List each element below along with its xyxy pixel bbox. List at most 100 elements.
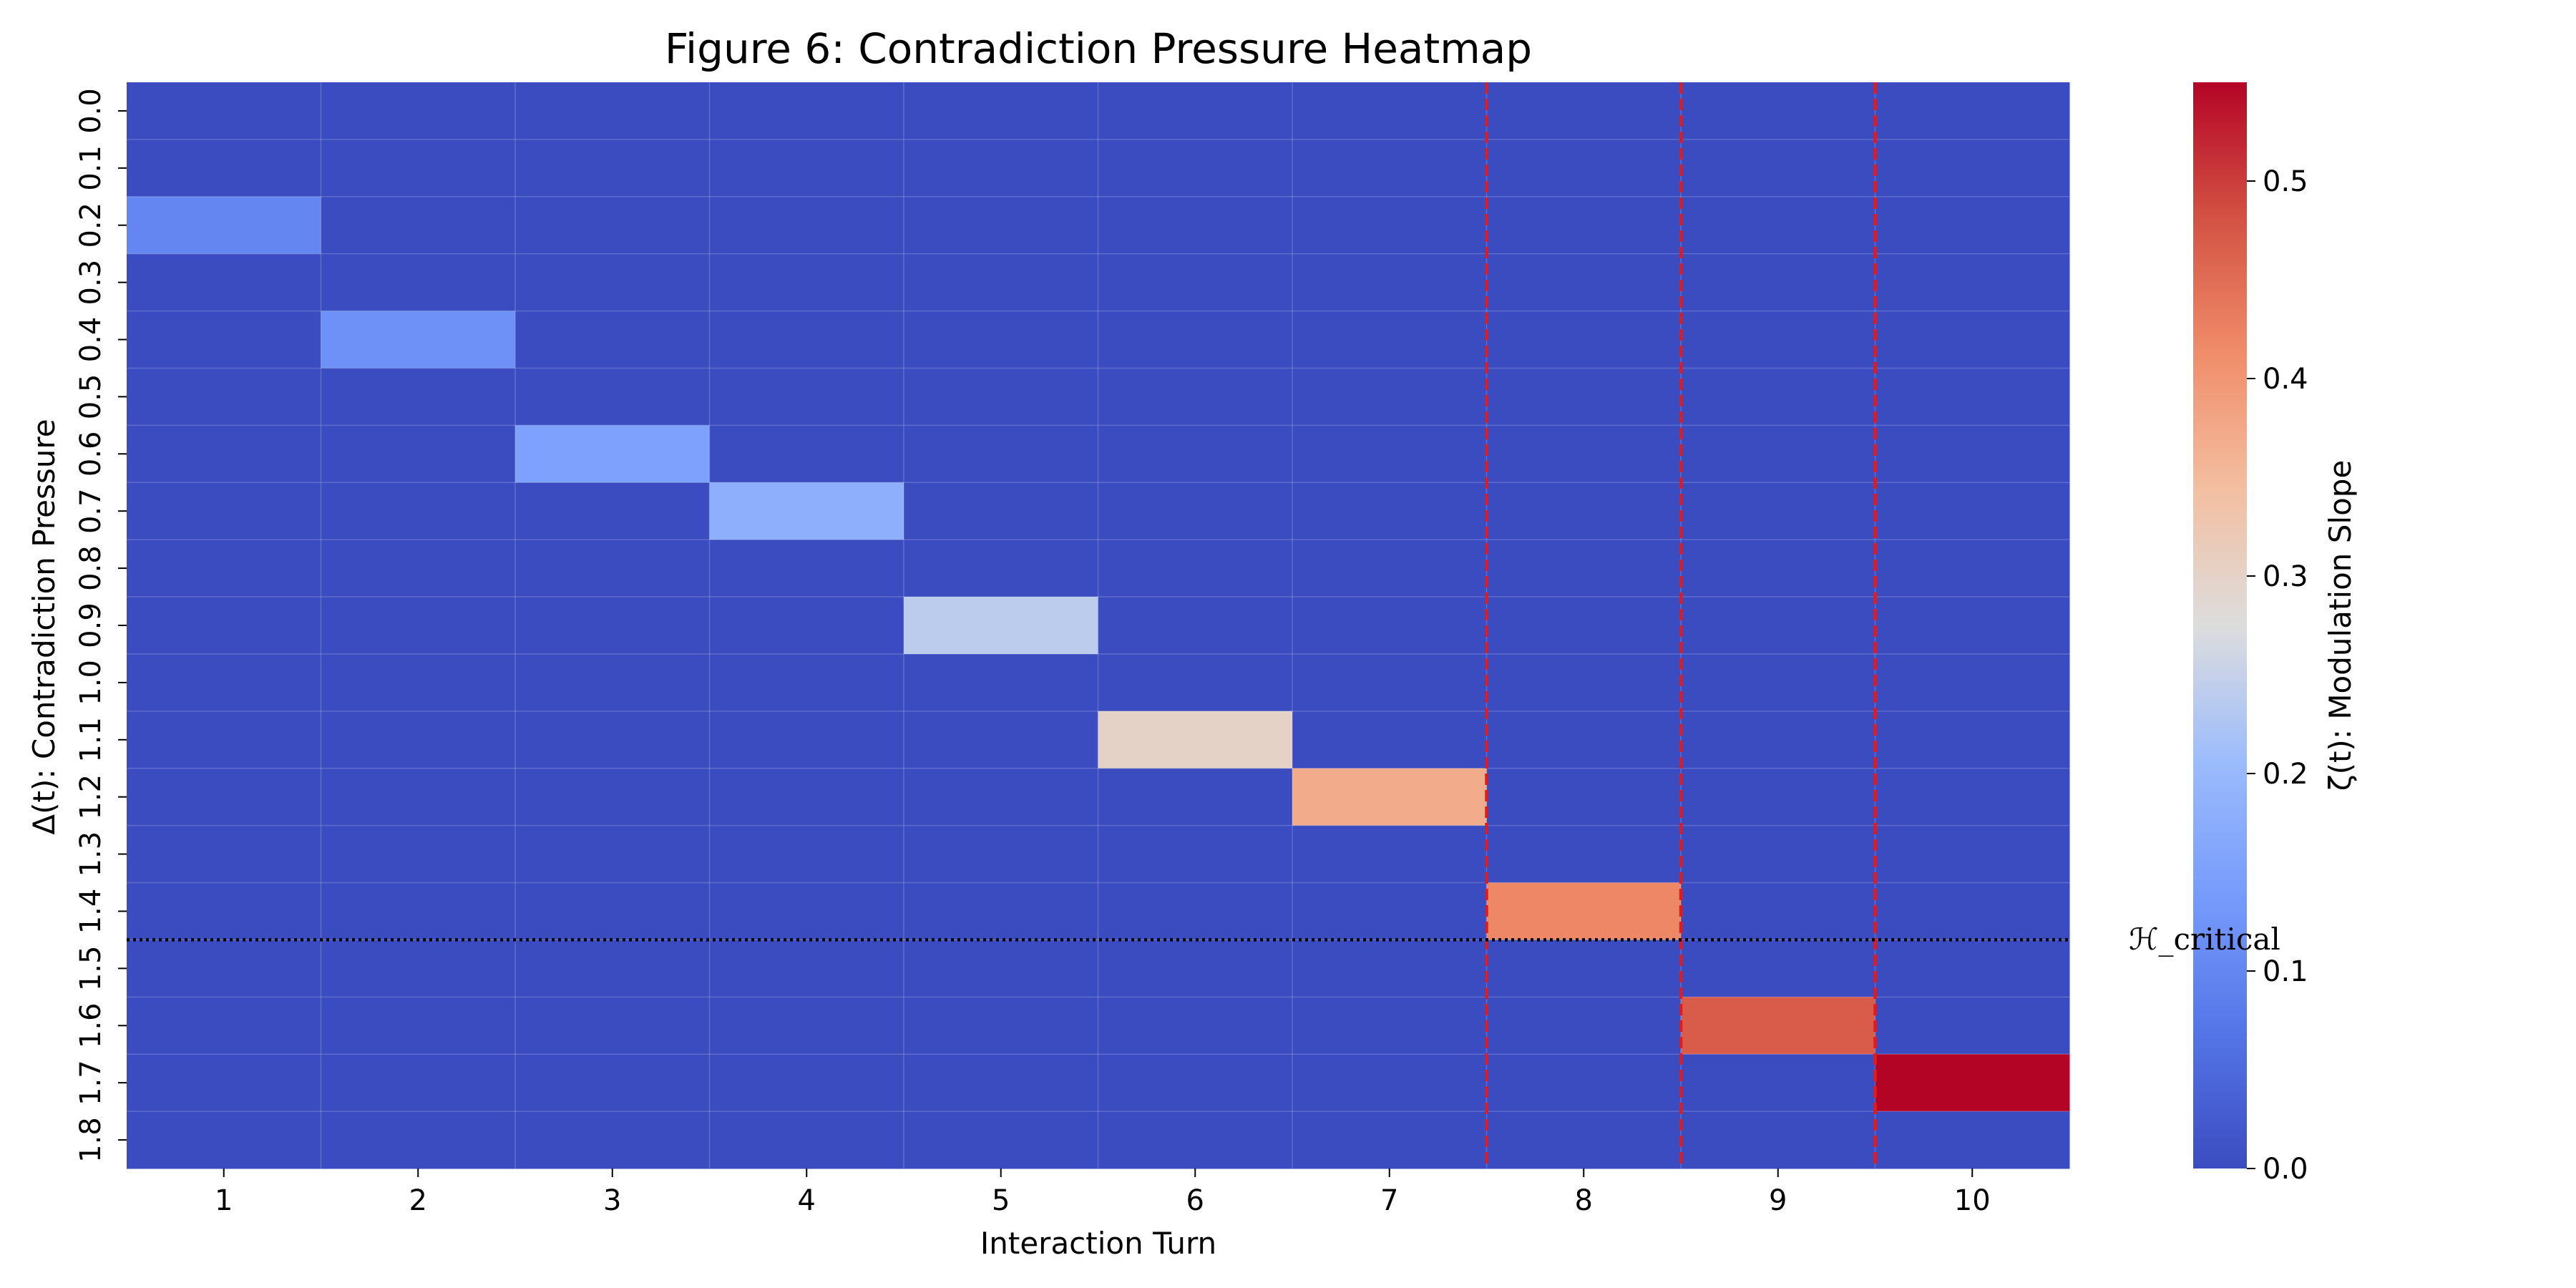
heatmap-cell — [321, 882, 516, 940]
heatmap-cell — [321, 768, 516, 826]
y-tick-label: 1.3 — [74, 831, 107, 877]
heatmap-cell — [515, 768, 710, 826]
heatmap-cell — [321, 711, 516, 769]
heatmap-cell — [321, 368, 516, 426]
heatmap-cell — [1098, 139, 1293, 197]
x-tick-label: 1 — [215, 1184, 233, 1217]
heatmap-cell — [1486, 139, 1682, 197]
heatmap-cell — [1875, 653, 2070, 712]
heatmap-cell — [1292, 653, 1487, 712]
heatmap-cell — [1292, 196, 1487, 255]
x-tick-label: 6 — [1186, 1184, 1204, 1217]
heatmap-cell — [515, 882, 710, 940]
heatmap-cell — [515, 711, 710, 769]
heatmap-cell — [1098, 711, 1293, 769]
heatmap-cell — [515, 1054, 710, 1112]
y-tick-label: 0.6 — [74, 431, 107, 477]
heatmap-cell — [1875, 882, 2070, 940]
heatmap-cell — [127, 997, 321, 1055]
heatmap-cell — [709, 825, 904, 884]
heatmap-cell — [321, 940, 516, 997]
heatmap-cell — [904, 253, 1098, 312]
heatmap-cell — [709, 540, 904, 597]
heatmap-cell — [1875, 196, 2070, 255]
heatmap-cell — [1486, 597, 1682, 655]
heatmap-cell — [127, 540, 321, 597]
heatmap-cell — [709, 1054, 904, 1112]
x-tick-label: 9 — [1769, 1184, 1787, 1217]
heatmap-cell — [709, 997, 904, 1055]
heatmap-cell — [709, 653, 904, 712]
heatmap-cell — [127, 597, 321, 655]
heatmap-cell — [904, 540, 1098, 597]
heatmap-cell — [1681, 1111, 1875, 1169]
heatmap-cell — [904, 368, 1098, 426]
heatmap-cell — [1875, 597, 2070, 655]
heatmap-cell — [1098, 196, 1293, 255]
critical-threshold-label: ℋ_critical — [2129, 922, 2280, 957]
heatmap-cell — [127, 1054, 321, 1112]
heatmap-cell — [515, 997, 710, 1055]
y-tick-label: 1.0 — [74, 660, 107, 706]
heatmap-cell — [904, 597, 1098, 655]
heatmap-cell — [1098, 940, 1293, 997]
heatmap-cell — [1681, 1054, 1875, 1112]
heatmap-cell — [321, 425, 516, 483]
heatmap-cell — [709, 196, 904, 255]
heatmap-cell — [904, 139, 1098, 197]
colorbar-tick-label: 0.5 — [2263, 165, 2308, 198]
heatmap-cell — [1875, 139, 2070, 197]
heatmap-cell — [127, 940, 321, 997]
heatmap-cell — [321, 253, 516, 312]
heatmap-cell — [1681, 825, 1875, 884]
heatmap-cell — [515, 368, 710, 426]
heatmap-cell — [515, 82, 710, 140]
heatmap-cell — [1486, 882, 1682, 940]
heatmap-cell — [127, 768, 321, 826]
heatmap-cell — [904, 825, 1098, 884]
heatmap-cell — [1875, 482, 2070, 540]
heatmap-cell — [1486, 368, 1682, 426]
heatmap-cell — [709, 425, 904, 483]
y-tick-label: 0.7 — [74, 488, 107, 534]
heatmap-cell — [127, 311, 321, 369]
heatmap-cell — [709, 597, 904, 655]
heatmap-cell — [1292, 482, 1487, 540]
heatmap-cell — [1875, 711, 2070, 769]
heatmap-cell — [1875, 368, 2070, 426]
chart-title: Figure 6: Contradiction Pressure Heatmap — [665, 24, 1532, 73]
heatmap-cell — [1486, 825, 1682, 884]
heatmap-cell — [1875, 540, 2070, 597]
heatmap-cell — [904, 196, 1098, 255]
heatmap-cell — [1681, 597, 1875, 655]
heatmap-cell — [1875, 940, 2070, 997]
x-tick-label: 3 — [603, 1184, 621, 1217]
heatmap-cell — [127, 196, 321, 255]
heatmap-cell — [1486, 482, 1682, 540]
heatmap-cell — [321, 482, 516, 540]
heatmap-cell — [1486, 940, 1682, 997]
heatmap-cell — [709, 711, 904, 769]
heatmap-cell — [1486, 768, 1682, 826]
heatmap-cell — [321, 540, 516, 597]
heatmap-cell — [904, 997, 1098, 1055]
heatmap-cell — [1486, 425, 1682, 483]
heatmap-cell — [1098, 1111, 1293, 1169]
heatmap-cell — [321, 597, 516, 655]
heatmap-grid — [127, 82, 2069, 1169]
heatmap-cell — [1292, 1111, 1487, 1169]
heatmap-cell — [515, 825, 710, 884]
heatmap-cell — [1681, 997, 1875, 1055]
heatmap-cell — [1681, 768, 1875, 826]
y-tick-label: 1.4 — [74, 889, 107, 935]
x-tick-label: 4 — [798, 1184, 816, 1217]
heatmap-cell — [1681, 311, 1875, 369]
x-tick-label: 10 — [1954, 1184, 1991, 1217]
heatmap-cell — [515, 940, 710, 997]
heatmap-cell — [1292, 311, 1487, 369]
heatmap-cell — [709, 940, 904, 997]
heatmap-cell — [1486, 997, 1682, 1055]
y-tick-label: 0.2 — [74, 203, 107, 248]
heatmap-cell — [1098, 368, 1293, 426]
heatmap-cell — [1875, 311, 2070, 369]
